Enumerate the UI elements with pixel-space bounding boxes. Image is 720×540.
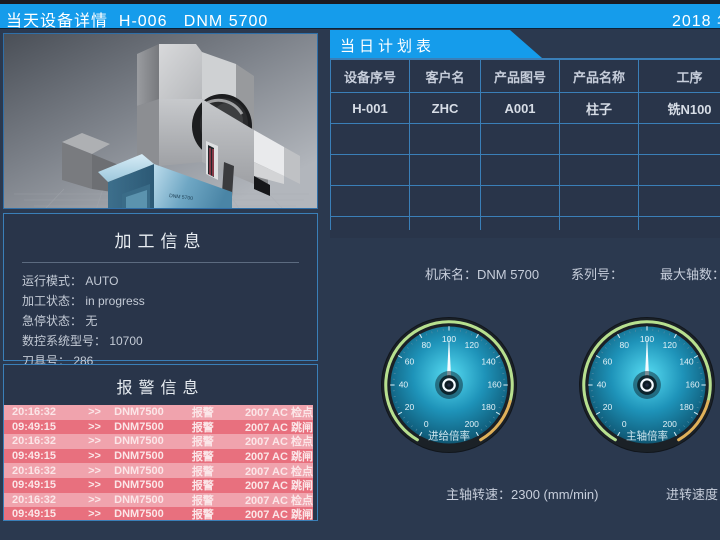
svg-text:180: 180 [481, 402, 495, 412]
svg-text:20: 20 [405, 402, 415, 412]
svg-text:进给倍率: 进给倍率 [428, 429, 470, 442]
svg-text:主轴倍率: 主轴倍率 [626, 429, 668, 442]
svg-text:120: 120 [465, 340, 479, 350]
svg-text:60: 60 [603, 357, 613, 367]
svg-text:140: 140 [481, 357, 495, 367]
svg-text:120: 120 [663, 340, 677, 350]
svg-text:20: 20 [603, 402, 613, 412]
svg-text:160: 160 [685, 379, 699, 389]
svg-text:60: 60 [405, 357, 415, 367]
svg-text:140: 140 [679, 357, 693, 367]
svg-text:200: 200 [465, 419, 479, 429]
svg-text:80: 80 [619, 340, 629, 350]
svg-text:0: 0 [424, 419, 429, 429]
svg-text:40: 40 [399, 379, 409, 389]
svg-text:80: 80 [421, 340, 431, 350]
svg-text:40: 40 [597, 379, 607, 389]
svg-text:0: 0 [622, 419, 627, 429]
svg-text:160: 160 [487, 379, 501, 389]
svg-text:200: 200 [663, 419, 677, 429]
svg-text:180: 180 [679, 402, 693, 412]
